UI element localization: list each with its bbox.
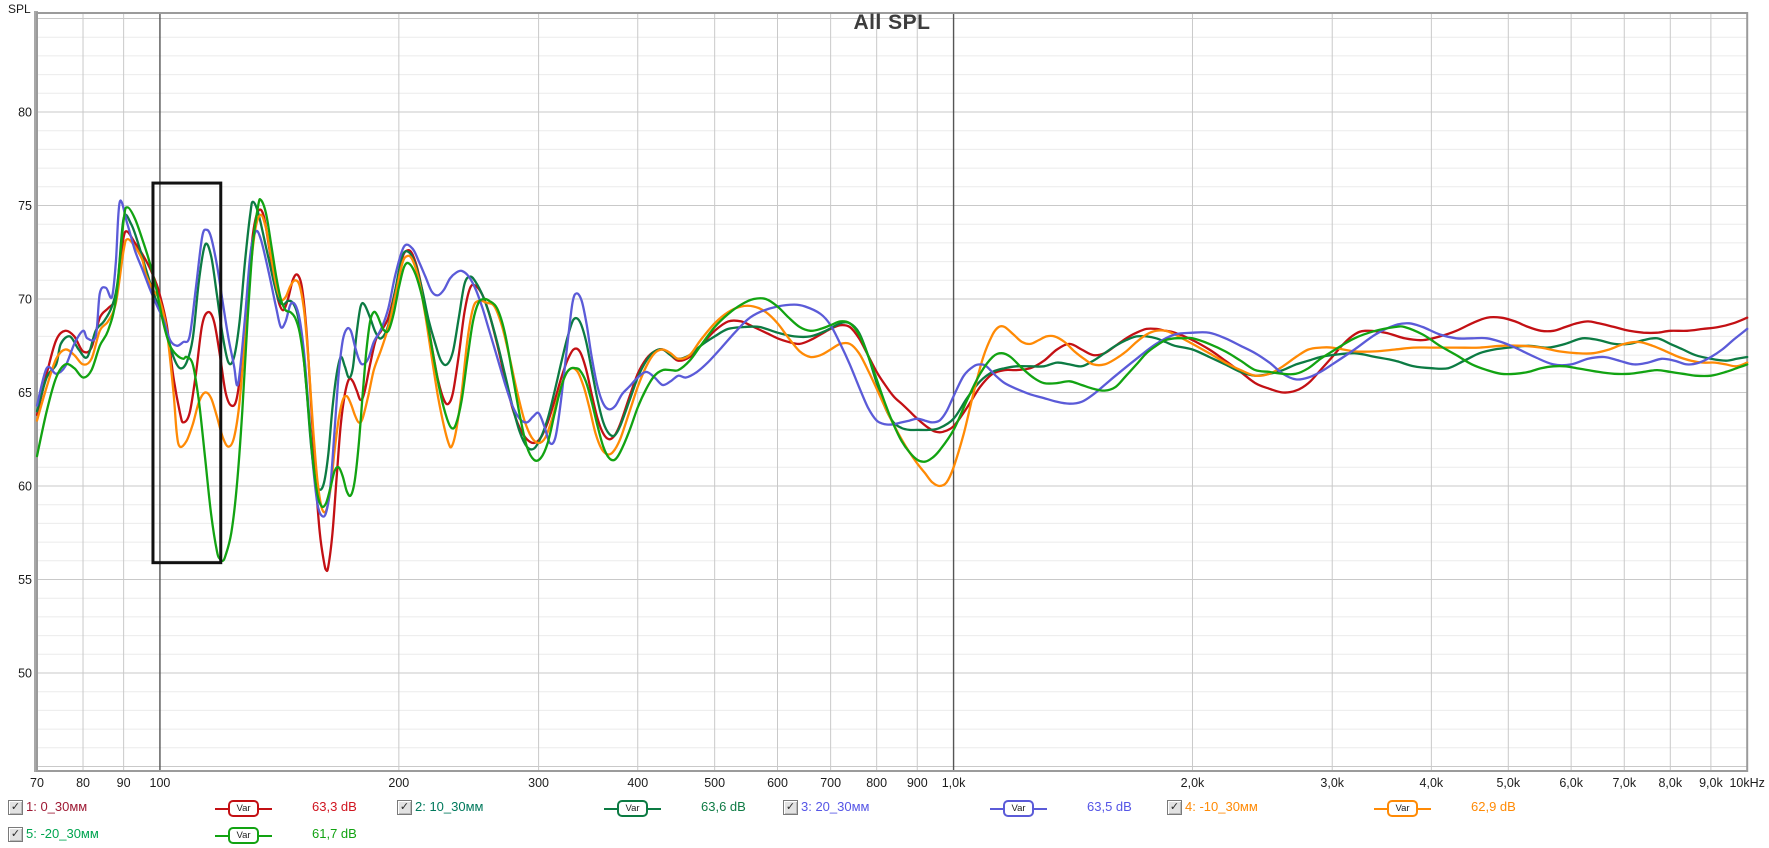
legend-checkbox-1[interactable]: ✓: [8, 800, 23, 815]
y-tick-label: 60: [18, 480, 32, 494]
check-icon: ✓: [10, 801, 21, 813]
x-tick-label: 80: [76, 776, 90, 790]
var-button-box: Var: [617, 800, 648, 817]
legend-checkbox-5[interactable]: ✓: [8, 827, 23, 842]
x-tick-label: 7,0k: [1612, 776, 1636, 790]
y-tick-label: 70: [18, 293, 32, 307]
highlight-box: [151, 181, 223, 565]
plot-border: [36, 12, 1749, 772]
var-button-1[interactable]: Var: [215, 800, 272, 817]
var-button-3[interactable]: Var: [990, 800, 1047, 817]
y-tick-label: 65: [18, 386, 32, 400]
trace-5--20_30мм: [35, 198, 1749, 563]
x-tick-label: 800: [866, 776, 887, 790]
x-tick-label: 600: [767, 776, 788, 790]
x-tick-label: 9,0k: [1699, 776, 1723, 790]
legend-value-4: 62,9 dB: [1471, 799, 1516, 814]
y-tick-label: 75: [18, 199, 32, 213]
var-stub-right: [259, 807, 272, 810]
var-button-2[interactable]: Var: [604, 800, 661, 817]
y-tick-label: 55: [18, 573, 32, 587]
x-tick-label: 10kHz: [1729, 776, 1764, 790]
x-tick-label: 5,0k: [1496, 776, 1520, 790]
var-stub-left: [215, 834, 228, 837]
var-button-box: Var: [1387, 800, 1418, 817]
legend-label-2[interactable]: 2: 10_30мм: [415, 799, 484, 814]
x-tick-label: 8,0k: [1658, 776, 1682, 790]
legend-value-1: 63,3 dB: [312, 799, 357, 814]
legend-value-5: 61,7 dB: [312, 826, 357, 841]
spl-chart: SPL All SPL 70 80 90 100 200 300 400 500 600 700 8…: [8, 2, 1765, 790]
y-axis-title: SPL: [8, 2, 31, 16]
x-tick-label: 700: [820, 776, 841, 790]
check-icon: ✓: [1169, 801, 1180, 813]
plot-area: 70 80 90 100 200 300 400 500 600 700 800 900 1,0k 2,0…: [18, 11, 1765, 790]
x-tick-label: 6,0k: [1559, 776, 1583, 790]
var-button-box: Var: [228, 800, 259, 817]
y-tick-label: 50: [18, 667, 32, 681]
var-button-box: Var: [228, 827, 259, 844]
x-tick-label: 100: [150, 776, 171, 790]
x-tick-label: 200: [388, 776, 409, 790]
x-tick-label: 2,0k: [1181, 776, 1205, 790]
x-tick-label: 1,0k: [942, 776, 966, 790]
legend-label-3[interactable]: 3: 20_30мм: [801, 799, 870, 814]
x-tick-label: 4,0k: [1420, 776, 1444, 790]
var-button-4[interactable]: Var: [1374, 800, 1431, 817]
trace-1-0_30мм: [35, 208, 1749, 573]
var-stub-right: [259, 834, 272, 837]
x-tick-label: 400: [627, 776, 648, 790]
x-tick-label: 500: [704, 776, 725, 790]
y-tick-label: 80: [18, 106, 32, 120]
x-tick-label: 70: [30, 776, 44, 790]
legend-label-5[interactable]: 5: -20_30мм: [26, 826, 99, 841]
legend-checkbox-4[interactable]: ✓: [1167, 800, 1182, 815]
legend-checkbox-3[interactable]: ✓: [783, 800, 798, 815]
var-stub-right: [1034, 807, 1047, 810]
var-stub-left: [215, 807, 228, 810]
check-icon: ✓: [399, 801, 410, 813]
x-tick-label: 900: [907, 776, 928, 790]
var-stub-right: [1418, 807, 1431, 810]
check-icon: ✓: [785, 801, 796, 813]
legend-value-2: 63,6 dB: [701, 799, 746, 814]
var-stub-left: [604, 807, 617, 810]
var-stub-right: [648, 807, 661, 810]
x-tick-label: 3,0k: [1320, 776, 1344, 790]
legend-label-4[interactable]: 4: -10_30мм: [1185, 799, 1258, 814]
x-tick-label: 300: [528, 776, 549, 790]
var-stub-left: [1374, 807, 1387, 810]
legend-label-1[interactable]: 1: 0_30мм: [26, 799, 88, 814]
legend-value-3: 63,5 dB: [1087, 799, 1132, 814]
var-button-box: Var: [1003, 800, 1034, 817]
check-icon: ✓: [10, 828, 21, 840]
trace-3-20_30мм: [35, 199, 1749, 518]
var-stub-left: [990, 807, 1003, 810]
x-tick-label: 90: [117, 776, 131, 790]
var-button-5[interactable]: Var: [215, 827, 272, 844]
legend-checkbox-2[interactable]: ✓: [397, 800, 412, 815]
